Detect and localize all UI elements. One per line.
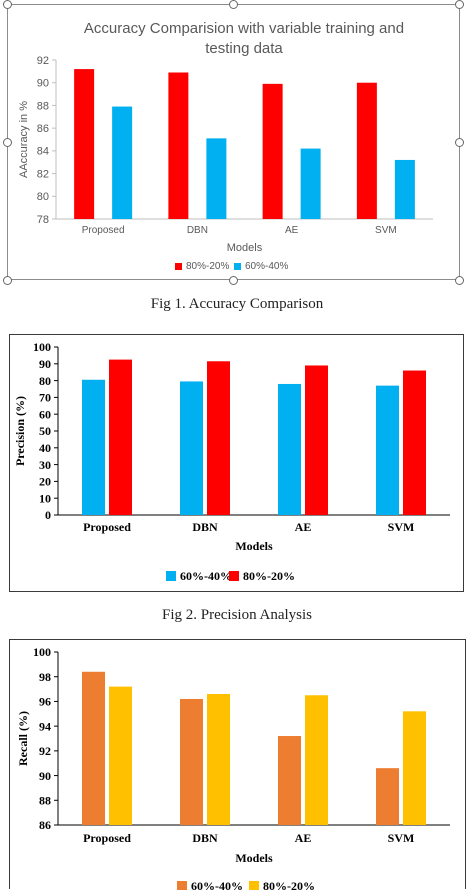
x-axis-title: Models xyxy=(235,851,273,865)
y-tick-label: 90 xyxy=(39,769,51,783)
bar-8020 xyxy=(109,359,132,515)
bar-6040 xyxy=(82,379,105,515)
y-tick-label: 90 xyxy=(37,78,49,90)
x-category-label: AE xyxy=(295,520,312,534)
bar-6040 xyxy=(300,148,321,219)
x-category-label: SVM xyxy=(388,831,415,845)
bar-8020 xyxy=(262,83,283,219)
chart-title-line: Accuracy Comparision with variable train… xyxy=(84,20,404,37)
bar-8020 xyxy=(305,365,328,515)
legend-swatch xyxy=(175,263,182,270)
precision-chart-frame: 0 10 20 30 40 50 60 70 80 90 100 Proposed DBN AE SVM Mo… xyxy=(9,334,464,592)
chart-title-line: testing data xyxy=(205,40,283,57)
legend-swatch xyxy=(249,881,259,890)
x-category-label: DBN xyxy=(192,831,218,845)
y-tick-label: 88 xyxy=(37,100,49,112)
y-tick-label: 84 xyxy=(37,146,49,158)
y-axis-title: Recall (%) xyxy=(16,711,30,766)
legend-label: 80%-20% xyxy=(186,261,229,272)
legend-swatch xyxy=(229,571,239,581)
y-tick-label: 86 xyxy=(37,123,49,135)
y-axis-title: Precision (%) xyxy=(13,396,27,466)
bar-8020 xyxy=(207,694,230,825)
resize-handle-top-left[interactable] xyxy=(3,0,12,9)
y-tick-label: 10 xyxy=(39,491,51,505)
resize-handle-middle-left[interactable] xyxy=(3,138,12,147)
x-axis-title: Models xyxy=(235,539,273,553)
bar-8020 xyxy=(109,686,132,825)
bar-6040 xyxy=(180,381,203,515)
bar-6040 xyxy=(112,106,133,219)
bar-8020 xyxy=(403,370,426,515)
x-category-label: SVM xyxy=(388,520,415,534)
legend-swatch xyxy=(234,263,241,270)
x-category-label: DBN xyxy=(192,520,218,534)
y-tick-label: 60 xyxy=(39,407,51,421)
bar-8020 xyxy=(305,695,328,825)
accuracy-chart: Accuracy Comparision with variable train… xyxy=(18,20,433,272)
bar-6040 xyxy=(206,138,227,219)
recall-chart: 86 88 90 92 94 96 98 100 Proposed DBN AE SVM Models R… xyxy=(16,645,450,890)
resize-handle-top-right[interactable] xyxy=(455,0,464,9)
legend-swatch xyxy=(177,881,187,890)
y-tick-label: 94 xyxy=(39,719,51,733)
y-tick-label: 20 xyxy=(39,475,51,489)
y-tick-label: 78 xyxy=(37,214,49,226)
legend-swatch xyxy=(166,571,176,581)
y-tick-label: 80 xyxy=(39,374,51,388)
x-category-label: Proposed xyxy=(82,225,125,236)
x-axis-title: Models xyxy=(227,242,263,254)
y-tick-label: 70 xyxy=(39,391,51,405)
x-category-label: DBN xyxy=(187,225,208,236)
y-tick-label: 92 xyxy=(39,744,51,758)
bar-8020 xyxy=(168,72,189,219)
y-tick-label: 82 xyxy=(37,168,49,180)
x-category-label: SVM xyxy=(375,225,397,236)
legend-label: 80%-20% xyxy=(263,879,315,890)
y-axis-title: AAccuracy in % xyxy=(18,101,30,178)
resize-handle-bottom-left[interactable] xyxy=(3,276,12,285)
resize-handle-bottom-right[interactable] xyxy=(455,276,464,285)
x-category-label: Proposed xyxy=(83,520,131,534)
y-tick-label: 100 xyxy=(33,340,51,354)
bar-8020 xyxy=(74,69,95,219)
x-category-label: AE xyxy=(295,831,312,845)
x-category-label: AE xyxy=(285,225,299,236)
figure-1-caption: Fig 1. Accuracy Comparison xyxy=(150,296,324,312)
y-tick-label: 40 xyxy=(39,441,51,455)
y-tick-label: 30 xyxy=(39,458,51,472)
y-tick-label: 96 xyxy=(39,695,51,709)
resize-handle-middle-right[interactable] xyxy=(455,138,464,147)
bar-6040 xyxy=(278,383,301,515)
recall-chart-frame: 86 88 90 92 94 96 98 100 Proposed DBN AE SVM Models R… xyxy=(9,639,466,890)
y-tick-label: 86 xyxy=(39,818,51,832)
legend-label: 60%-40% xyxy=(245,261,288,272)
bar-6040 xyxy=(180,698,203,825)
figure-2-caption: Fig 2. Precision Analysis xyxy=(161,607,312,623)
y-tick-label: 50 xyxy=(39,424,51,438)
legend-label: 60%-40% xyxy=(180,569,232,583)
legend-label: 80%-20% xyxy=(243,569,295,583)
accuracy-chart-frame: Accuracy Comparision with variable train… xyxy=(7,4,460,280)
bar-8020 xyxy=(356,82,377,219)
precision-chart: 0 10 20 30 40 50 60 70 80 90 100 Proposed DBN AE SVM Mo… xyxy=(13,340,450,583)
y-tick-label: 80 xyxy=(37,191,49,203)
bar-6040 xyxy=(394,159,415,219)
bar-8020 xyxy=(207,361,230,515)
bar-6040 xyxy=(82,671,105,825)
resize-handle-bottom-center[interactable] xyxy=(229,276,238,285)
resize-handle-top-center[interactable] xyxy=(229,0,238,9)
y-tick-label: 98 xyxy=(39,670,51,684)
y-tick-label: 88 xyxy=(39,793,51,807)
bar-6040 xyxy=(278,736,301,825)
y-tick-label: 92 xyxy=(37,55,49,67)
y-tick-label: 0 xyxy=(45,508,51,522)
y-tick-label: 100 xyxy=(33,645,51,659)
y-tick-label: 90 xyxy=(39,357,51,371)
bar-6040 xyxy=(376,768,399,825)
x-category-label: Proposed xyxy=(83,831,131,845)
bar-8020 xyxy=(403,711,426,825)
legend-label: 60%-40% xyxy=(191,879,243,890)
bar-6040 xyxy=(376,385,399,515)
